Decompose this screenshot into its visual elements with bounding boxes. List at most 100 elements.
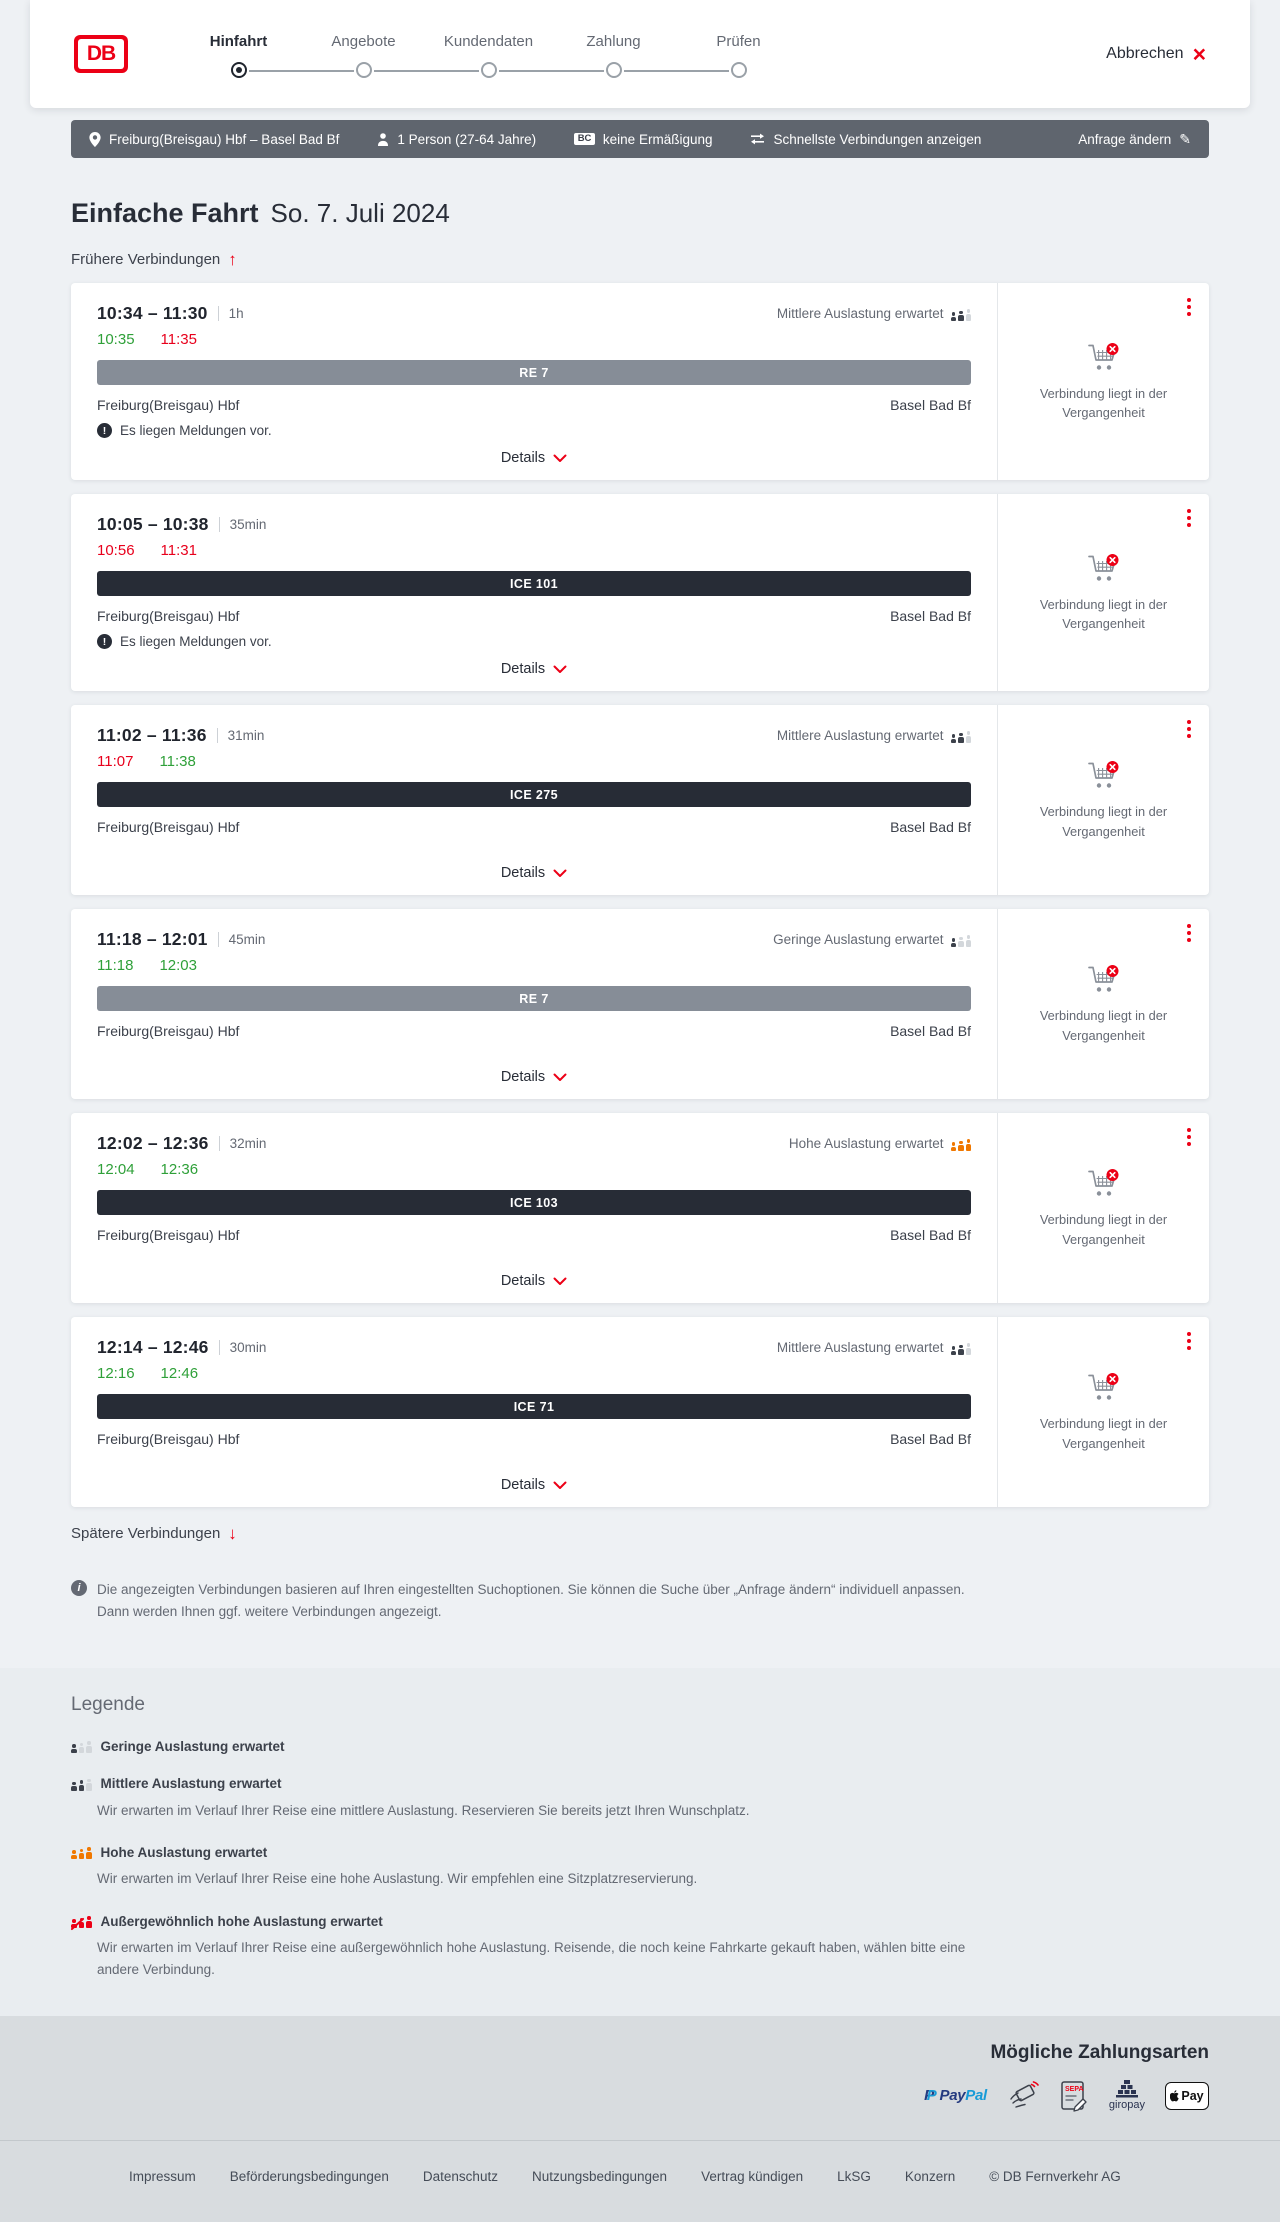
- realtime-arrival: 12:36: [160, 1161, 199, 1178]
- origin-station: Freiburg(Breisgau) Hbf: [97, 1431, 240, 1447]
- details-toggle[interactable]: Details: [501, 438, 567, 466]
- train-badge: ICE 103: [97, 1190, 971, 1215]
- svg-text:SEPA: SEPA: [1065, 2086, 1084, 2093]
- step-pruefen[interactable]: Prüfen: [676, 31, 801, 78]
- payment-paypal: PP PayPal: [924, 2087, 987, 2104]
- destination-station: Basel Bad Bf: [890, 819, 971, 835]
- step-dot: [480, 61, 497, 78]
- footer-links: Impressum Beförderungsbedingungen Datens…: [71, 2169, 1209, 2184]
- step-hinfahrt[interactable]: Hinfahrt: [176, 31, 354, 78]
- past-connection-label: Verbindung liegt in der Vergangenheit: [1039, 385, 1168, 420]
- divider: [218, 1136, 220, 1151]
- messages-label: Es liegen Meldungen vor.: [120, 423, 272, 438]
- realtime-departure: 12:16: [97, 1365, 135, 1382]
- footer-link-befoerderungsbedingungen[interactable]: Beförderungsbedingungen: [229, 2168, 389, 2184]
- location-pin-icon: [89, 131, 101, 147]
- footer-link-lksg[interactable]: LkSG: [837, 2168, 871, 2184]
- modify-request-button[interactable]: Anfrage ändern ✎: [1078, 131, 1191, 148]
- kebab-menu-button[interactable]: [1184, 295, 1194, 319]
- connection-card[interactable]: 11:02 – 11:36 31min Mittlere Auslastung …: [71, 705, 1209, 895]
- footer-link-konzern[interactable]: Konzern: [904, 2168, 956, 2184]
- connection-card[interactable]: 10:34 – 11:30 1h Mittlere Auslastung erw…: [71, 283, 1209, 480]
- bahncard-icon: BC: [574, 132, 595, 146]
- giropay-pyramid-icon: [1115, 2080, 1138, 2098]
- connection-main: 12:14 – 12:46 30min Mittlere Auslastung …: [71, 1317, 997, 1507]
- chevron-down-icon: [553, 869, 567, 877]
- kebab-menu-button[interactable]: [1184, 1125, 1194, 1149]
- route-summary: Freiburg(Breisgau) Hbf – Basel Bad Bf: [89, 131, 339, 147]
- divider: [218, 517, 220, 532]
- kebab-menu-button[interactable]: [1184, 1329, 1194, 1353]
- chevron-down-icon: [553, 1073, 567, 1081]
- connection-card[interactable]: 11:18 – 12:01 45min Geringe Auslastung e…: [71, 909, 1209, 1099]
- occupancy-icon: [950, 1139, 971, 1151]
- details-label: Details: [500, 661, 546, 677]
- messages-row: ! Es liegen Meldungen vor.: [97, 634, 971, 649]
- kebab-menu-button[interactable]: [1184, 506, 1194, 530]
- occupancy-icon: [950, 935, 971, 947]
- footer-link-impressum[interactable]: Impressum: [129, 2168, 196, 2184]
- realtime-arrival: 12:03: [159, 957, 197, 974]
- occupancy-medium-icon: [71, 1778, 92, 1791]
- origin-station: Freiburg(Breisgau) Hbf: [97, 819, 240, 835]
- step-angebote[interactable]: Angebote: [301, 31, 479, 78]
- alert-icon: !: [97, 634, 112, 649]
- step-dot: [605, 61, 622, 78]
- details-toggle[interactable]: Details: [501, 1057, 567, 1085]
- alert-icon: !: [97, 423, 112, 438]
- discount-summary: BC keine Ermäßigung: [574, 132, 712, 147]
- kebab-menu-button[interactable]: [1184, 717, 1194, 741]
- origin-station: Freiburg(Breisgau) Hbf: [97, 608, 240, 624]
- details-toggle[interactable]: Details: [501, 1465, 567, 1493]
- scheduled-times: 11:18 – 12:01: [97, 929, 208, 949]
- details-toggle[interactable]: Details: [501, 649, 567, 677]
- legend-item-title: Außergewöhnlich hohe Auslastung erwartet: [100, 1913, 383, 1929]
- fastest-connections-toggle[interactable]: Schnellste Verbindungen anzeigen: [750, 132, 981, 147]
- occupancy-label: Hohe Auslastung erwartet: [788, 1136, 944, 1151]
- messages-label: Es liegen Meldungen vor.: [120, 634, 272, 649]
- footer-link-nutzungsbedingungen[interactable]: Nutzungsbedingungen: [531, 2168, 668, 2184]
- occupancy-label: Mittlere Auslastung erwartet: [776, 728, 944, 743]
- destination-station: Basel Bad Bf: [890, 608, 971, 624]
- step-zahlung[interactable]: Zahlung: [551, 31, 729, 78]
- destination-station: Basel Bad Bf: [890, 1227, 971, 1243]
- checkout-stepper: Hinfahrt Angebote Kundendaten Zahlung Pr…: [176, 31, 801, 78]
- kebab-menu-button[interactable]: [1184, 921, 1194, 945]
- legend-item-high: Hohe Auslastung erwartet Wir erwarten im…: [71, 1846, 1209, 1891]
- realtime-arrival: 11:35: [160, 331, 197, 348]
- transfer-arrows-icon: [751, 133, 765, 145]
- connection-main: 12:02 – 12:36 32min Hohe Auslastung erwa…: [71, 1113, 997, 1303]
- page-footer: Impressum Beförderungsbedingungen Datens…: [0, 2139, 1280, 2222]
- connection-card[interactable]: 10:05 – 10:38 35min 10:56 11:31: [71, 494, 1209, 691]
- payment-methods: PP PayPal SEPA: [924, 2080, 1209, 2112]
- details-toggle[interactable]: Details: [501, 1261, 567, 1289]
- step-dot: [730, 61, 747, 78]
- footer-link-vertrag-kuendigen[interactable]: Vertrag kündigen: [701, 2168, 804, 2184]
- connection-card[interactable]: 12:14 – 12:46 30min Mittlere Auslastung …: [71, 1317, 1209, 1507]
- realtime-departure: 10:56: [97, 542, 135, 559]
- realtime-departure: 11:07: [97, 753, 134, 770]
- step-dot-active: [230, 61, 247, 78]
- chevron-down-icon: [553, 665, 567, 673]
- step-kundendaten[interactable]: Kundendaten: [426, 31, 604, 78]
- earlier-connections-link[interactable]: Frühere Verbindungen ↑: [71, 251, 237, 268]
- details-toggle[interactable]: Details: [501, 853, 567, 881]
- payment-giropay: giropay: [1109, 2080, 1145, 2111]
- pencil-icon: ✎: [1179, 130, 1191, 147]
- connection-side-panel: Verbindung liegt in der Vergangenheit: [997, 494, 1209, 691]
- realtime-arrival: 12:46: [160, 1365, 199, 1382]
- train-badge: ICE 275: [97, 782, 971, 807]
- discount-label: keine Ermäßigung: [602, 131, 713, 147]
- applepay-label: Pay: [1181, 2088, 1204, 2103]
- realtime-arrival: 11:38: [159, 753, 196, 770]
- details-label: Details: [500, 865, 546, 881]
- cart-unavailable-icon: [1087, 553, 1118, 581]
- cancel-button[interactable]: Abbrechen ×: [1106, 42, 1206, 66]
- footer-link-datenschutz[interactable]: Datenschutz: [422, 2168, 498, 2184]
- later-connections-link[interactable]: Spätere Verbindungen ↓: [71, 1525, 237, 1542]
- search-options-note-text: Die angezeigten Verbindungen basieren au…: [97, 1582, 965, 1620]
- connection-card[interactable]: 12:02 – 12:36 32min Hohe Auslastung erwa…: [71, 1113, 1209, 1303]
- occupancy-indicator: Mittlere Auslastung erwartet: [777, 306, 971, 321]
- duration-label: 32min: [229, 1136, 267, 1151]
- info-icon: i: [71, 1580, 87, 1596]
